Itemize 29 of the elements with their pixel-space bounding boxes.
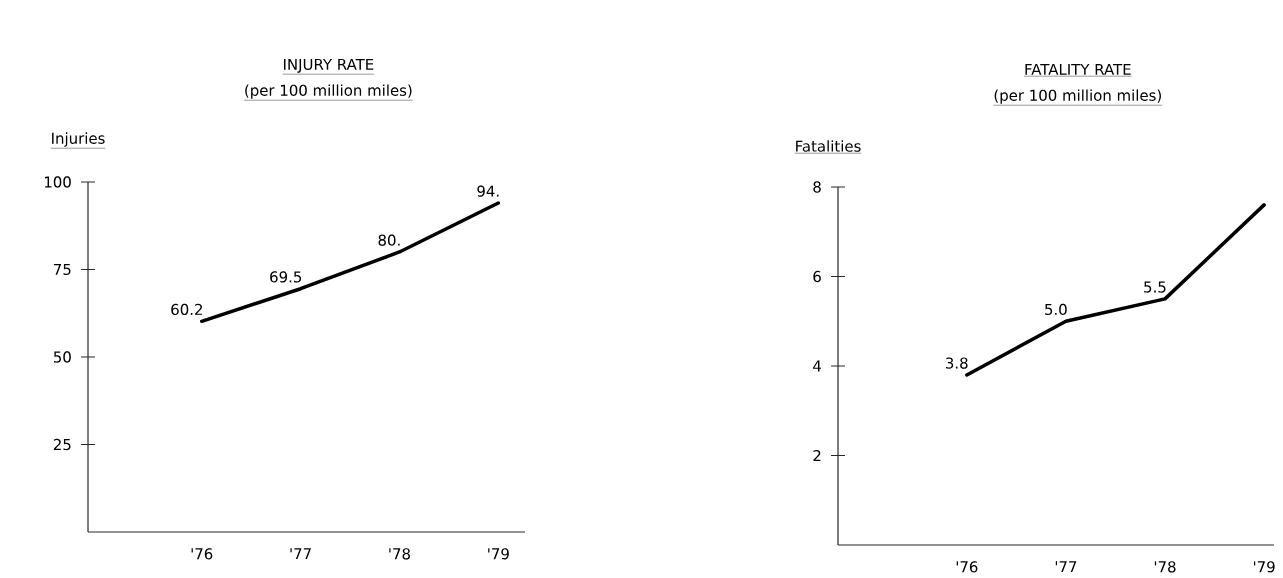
chart-subtitle: (per 100 million miles) (994, 89, 1161, 104)
x-tick-label: '76 (191, 548, 213, 560)
y-axis-title: Fatalities (796, 140, 861, 152)
x-tick-label: '79 (488, 548, 509, 560)
y-tick-label: 100 (44, 176, 71, 188)
y-tick-label: 50 (53, 351, 71, 363)
data-label: 94. (477, 185, 499, 197)
data-label: 5.5 (1144, 281, 1166, 293)
data-label: 60.2 (171, 303, 203, 316)
x-tick-label: '78 (1154, 561, 1176, 573)
data-label: 3.8 (946, 357, 968, 369)
x-tick-label: '77 (290, 548, 311, 560)
x-tick-label: '79 (1253, 561, 1275, 573)
data-label: 5.0 (1045, 303, 1067, 316)
data-label: 80. (378, 234, 400, 246)
chart-subtitle: (per 100 million miles) (245, 84, 412, 99)
chart-title: FATALITY RATE (1025, 63, 1131, 75)
y-tick-label: 6 (813, 270, 821, 283)
y-tick-label: 4 (813, 360, 821, 372)
y-tick-label: 2 (813, 449, 821, 462)
x-tick-label: '77 (1055, 561, 1077, 573)
y-tick-label: 75 (54, 263, 71, 276)
y-axis-title: Injuries (52, 132, 105, 147)
chart-title: INJURY RATE (284, 58, 374, 73)
y-tick-label: 25 (53, 438, 71, 451)
x-tick-label: '78 (389, 548, 410, 560)
data-label: 69.5 (270, 271, 302, 283)
y-tick-label: 8 (813, 181, 821, 193)
x-tick-label: '76 (956, 561, 978, 573)
